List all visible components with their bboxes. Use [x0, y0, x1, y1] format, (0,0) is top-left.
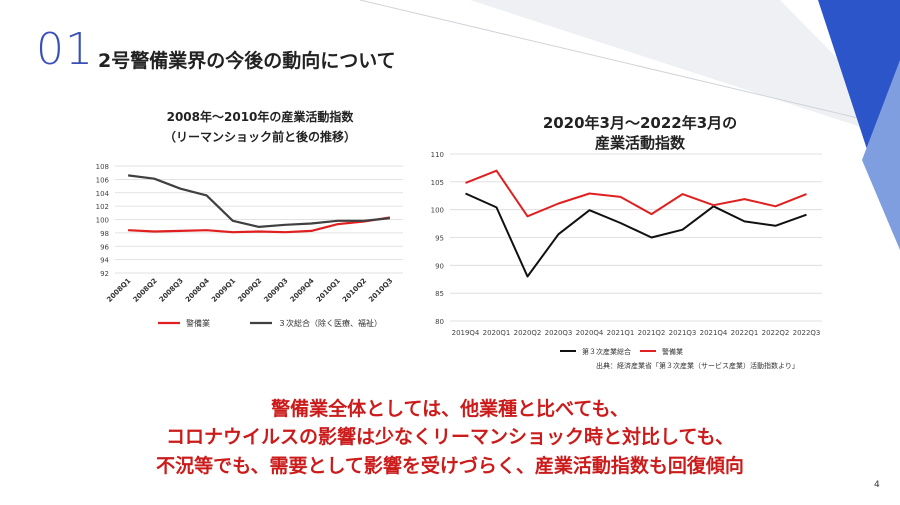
- chart1-y-tick-label: 102: [96, 203, 109, 211]
- chart1-y-tick-label: 96: [100, 243, 109, 251]
- chart1-legend-label-1: ３次総合（除く医療、福祉）: [278, 318, 382, 328]
- chart2-x-tick-label: 2022Q1: [731, 329, 759, 337]
- chart2-title-line1: 2020年3月～2022年3月の: [542, 114, 738, 132]
- chart1-x-tick-label: 2008Q4: [184, 277, 211, 304]
- chart1-y-tick-label: 94: [100, 257, 109, 265]
- chart1-x-tick-label: 2009Q2: [236, 277, 263, 304]
- page-title: 2号警備業界の今後の動向について: [98, 50, 396, 72]
- chart1-x-tick-label: 2009Q3: [263, 277, 290, 304]
- chart2-x-tick-label: 2020Q3: [545, 329, 573, 337]
- headline-line-1: 警備業全体としては、他業種と比べても、: [271, 398, 629, 420]
- headline-line-3: 不況等でも、需要として影響を受けづらく、産業活動指数も回復傾向: [156, 455, 744, 477]
- chart1-title: 2008年～2010年の産業活動指数 （リーマンショック前と後の推移）: [100, 107, 420, 147]
- chart2-x-tick-label: 2020Q2: [514, 329, 542, 337]
- chart2-x-tick-label: 2020Q4: [576, 329, 604, 337]
- chart2-y-tick-label: 95: [435, 235, 444, 243]
- chart1-title-line2: （リーマンショック前と後の推移）: [163, 130, 356, 144]
- chart1-y-tick-label: 106: [96, 176, 110, 184]
- chart1-x-tick-label: 2010Q3: [367, 277, 394, 304]
- chart1-x-tick-label: 2009Q1: [210, 277, 237, 304]
- chart2-y-tick-label: 80: [435, 318, 444, 326]
- chart1-x-tick-label: 2009Q4: [289, 277, 316, 304]
- chart1-x-tick-label: 2008Q2: [132, 277, 159, 304]
- chart1-y-tick-label: 92: [100, 270, 109, 278]
- chart2-x-tick-label: 2022Q3: [793, 329, 821, 337]
- chart2-x-tick-label: 2021Q4: [700, 329, 728, 337]
- light-blue-corner-shape: [862, 60, 900, 250]
- chart2-y-tick-label: 85: [435, 290, 444, 298]
- chart1-series-line-0: [128, 216, 391, 234]
- chart2-x-tick-label: 2019Q4: [452, 329, 480, 337]
- chart2-x-tick-label: 2021Q3: [669, 329, 697, 337]
- page-number: 4: [874, 480, 880, 490]
- chart2-x-tick-label: 2022Q2: [762, 329, 790, 337]
- grey-stripe: [470, 0, 900, 130]
- chart2-x-tick-label: 2020Q1: [483, 329, 511, 337]
- chart2-x-tick-label: 2021Q2: [638, 329, 666, 337]
- chart2-legend-label-0: 第３次産業総合: [582, 347, 631, 356]
- chart2-title: 2020年3月～2022年3月の 産業活動指数: [495, 113, 785, 153]
- chart1-y-tick-label: 100: [96, 217, 109, 225]
- chart2-series-line-0: [465, 192, 807, 278]
- chart1-x-tick-label: 2008Q1: [105, 277, 132, 304]
- chart2-y-tick-label: 100: [431, 207, 444, 215]
- chart2-x-tick-label: 2021Q1: [607, 329, 635, 337]
- chart1-y-tick-label: 98: [100, 230, 109, 238]
- chart1-x-tick-label: 2010Q2: [341, 277, 368, 304]
- chart1-legend-label-0: 警備業: [186, 318, 210, 328]
- grey-diagonal-line: [359, 0, 900, 129]
- chart1-x-tick-label: 2008Q3: [158, 277, 185, 304]
- source-note: 出典：経済産業省「第３次産業（サービス産業）活動指数より」: [596, 362, 799, 370]
- chart1-x-tick-label: 2010Q1: [315, 277, 342, 304]
- chart1-series-line-1: [127, 174, 391, 229]
- chart1-y-tick-label: 108: [96, 163, 109, 171]
- chart2-legend-label-1: 警備業: [662, 347, 683, 356]
- chart2-y-tick-label: 90: [435, 262, 444, 270]
- chart1-y-tick-label: 104: [96, 190, 110, 198]
- chart2-y-tick-label: 105: [431, 179, 444, 187]
- slide-number: 01: [36, 24, 94, 75]
- chart2-series-line-1: [465, 169, 807, 218]
- headline-line-2: コロナウイルスの影響は少なくリーマンショック時と対比しても、: [166, 426, 734, 448]
- chart2-title-line2: 産業活動指数: [594, 134, 685, 152]
- chart2-y-tick-label: 110: [431, 151, 444, 159]
- chart1-title-line1: 2008年～2010年の産業活動指数: [166, 110, 354, 124]
